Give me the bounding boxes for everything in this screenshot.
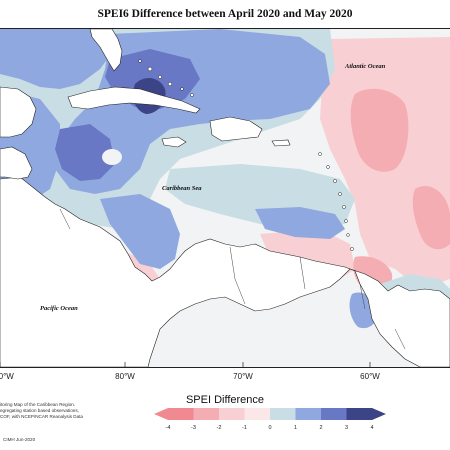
legend-tick-label: -3 [191,425,196,431]
pink-core-east [412,185,450,250]
legend-tick-label: 2 [319,425,322,431]
dark-blue-region-west [55,124,115,181]
land-yucatan [0,86,37,138]
footer-credit: CIMH Jun-2020 [3,437,36,442]
mid-blue-region-gulf [0,29,115,89]
legend-cell [321,408,347,420]
legend-tick-label: 3 [345,425,348,431]
legend-tick-label: 4 [370,425,373,431]
land-central-south-america [0,176,450,367]
credit-line: egregating station based observations, [0,408,79,414]
lon-label-80w: 80°W [115,372,135,381]
credit-line: COF, with NCEP/NCAR Reanalysis Data [0,414,83,420]
neutral-spot-west [102,149,122,165]
legend-cell [244,408,271,420]
legend-extend-low [154,408,168,420]
land-lesser-antilles [318,152,354,251]
legend-cell [270,408,296,420]
legend-tick-label: 0 [268,425,271,431]
legend-tick-label: -1 [242,425,247,431]
legend-cell [193,408,220,420]
label-atlantic-ocean: Atlantic Ocean [345,63,386,70]
land-bahamas [138,59,194,97]
legend-tick-label: -4 [166,425,171,431]
spei-map [0,29,450,367]
land-jamaica [161,136,187,148]
map-panel [0,28,450,368]
lon-label-90w: 90°W [0,372,14,381]
lon-label-70w: 70°W [233,372,253,381]
mid-blue-region-central-america [100,194,180,269]
mid-blue-region-caribbean-east [255,207,345,239]
label-caribbean-sea: Caribbean Sea [162,185,202,192]
credits-block: itoring Map of the Caribbean Region. egr… [0,402,83,421]
legend-title: SPEI Difference [185,394,265,406]
legend-colorbar: -4 -3 -2 -1 0 1 2 3 4 [154,408,386,431]
legend-ticks: -4 -3 -2 -1 0 1 2 3 4 [166,425,374,431]
credit-line: itoring Map of the Caribbean Region. [0,402,76,407]
legend-cell [346,408,373,420]
land-cuba [67,86,201,114]
longitude-ticks [0,362,371,367]
map-title: SPEI6 Difference between April 2020 and … [97,8,353,20]
lon-label-60w: 60°W [360,372,380,381]
legend-cells [154,408,386,420]
country-borders [59,208,406,350]
label-pacific-ocean: Pacific Ocean [40,305,78,312]
legend-extend-high [372,408,386,420]
land-puerto-rico [271,139,291,147]
legend-tick-label: -2 [217,425,222,431]
legend-tick-label: 1 [294,425,297,431]
land-hispaniola [209,116,263,142]
land-florida [89,29,123,72]
legend-cell [168,408,194,420]
land-central-america-isthmus [0,146,33,180]
pink-core-atlantic [350,88,409,172]
legend-cell [295,408,322,420]
legend-cell [219,408,245,420]
